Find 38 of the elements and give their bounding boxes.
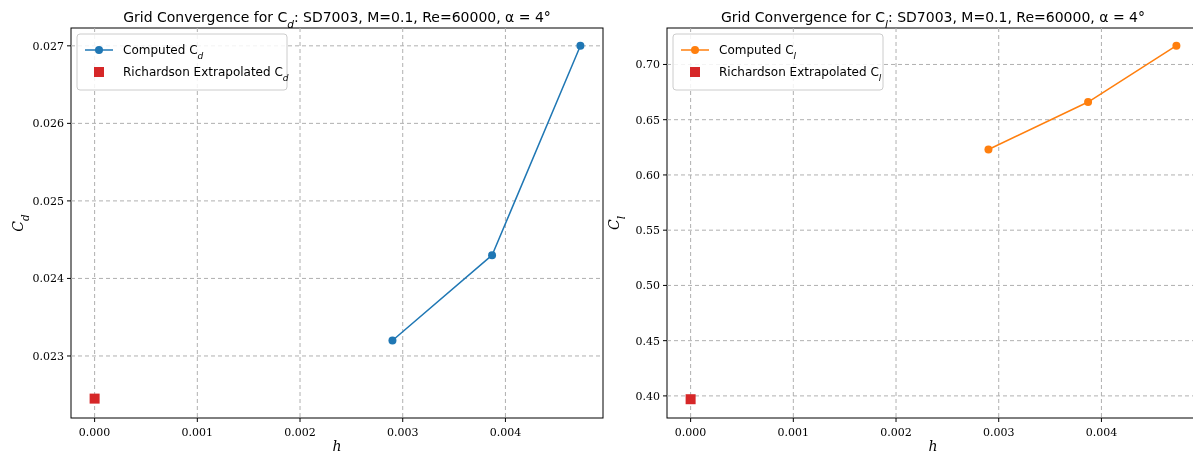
x-axis-title: h (332, 438, 342, 454)
x-axis-title: h (928, 438, 938, 454)
y-tick-label: 0.45 (635, 334, 660, 348)
point (1084, 98, 1093, 107)
y-tick-label: 0.40 (635, 389, 660, 403)
y-tick-label: 0.60 (635, 168, 660, 182)
chart-title: Grid Convergence for C$_{l}$: SD7003, M=0.1, Re=60000, α = 4° (721, 9, 1145, 30)
x-tick-label: 0.004 (1085, 426, 1118, 439)
point (984, 145, 993, 154)
point (388, 336, 397, 345)
y-tick-label: 0.70 (635, 58, 660, 72)
x-tick-label: 0.004 (489, 426, 522, 439)
x-tick-label: 0.001 (181, 426, 214, 439)
chart-title: Grid Convergence for C$_{d}$: SD7003, M=0.1, Re=60000, α = 4° (123, 9, 551, 30)
point (1172, 41, 1181, 50)
point (89, 393, 100, 404)
x-tick-label: 0.002 (880, 426, 912, 439)
x-tick-label: 0.003 (982, 426, 1015, 439)
y-tick-label: 0.027 (32, 39, 64, 53)
y-tick-label: 0.55 (635, 224, 660, 238)
legend-label: Richardson Extrapolated C$_{l}$ (719, 65, 882, 83)
y-tick-label: 0.65 (635, 113, 660, 127)
x-tick-label: 0.002 (284, 426, 316, 439)
x-tick-label: 0.000 (674, 426, 707, 439)
legend-label: Richardson Extrapolated C$_{d}$ (123, 65, 289, 83)
legend-label: Computed C$_{l}$ (719, 43, 797, 61)
point (576, 41, 585, 50)
point (685, 394, 696, 405)
y-tick-label: 0.50 (635, 279, 660, 293)
y-tick-label: 0.026 (32, 117, 64, 131)
x-tick-label: 0.000 (78, 426, 111, 439)
y-tick-label: 0.024 (32, 272, 64, 286)
x-tick-label: 0.003 (386, 426, 419, 439)
point (488, 251, 497, 260)
y-tick-label: 0.025 (32, 194, 64, 208)
x-tick-label: 0.001 (777, 426, 810, 439)
y-tick-label: 0.023 (32, 349, 64, 363)
legend-label: Computed C$_{d}$ (123, 43, 204, 61)
